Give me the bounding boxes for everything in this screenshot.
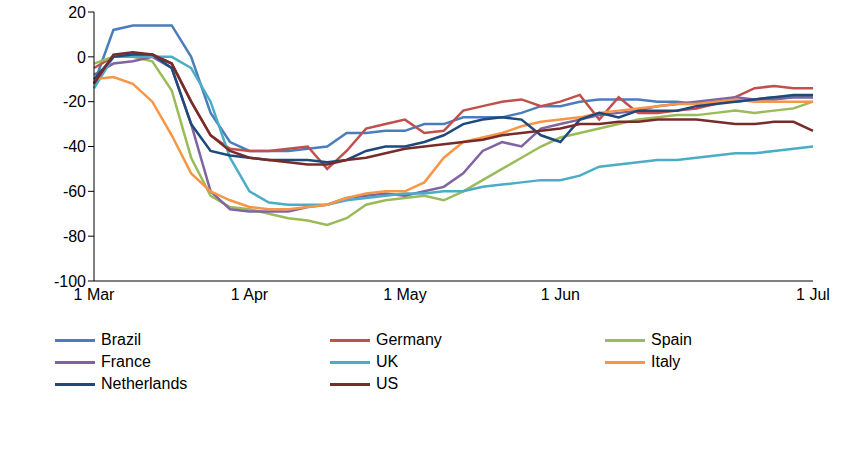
svg-text:1 May: 1 May: [383, 286, 427, 303]
svg-text:1 Mar: 1 Mar: [73, 286, 115, 304]
html-text:Germany: Germany: [376, 331, 442, 348]
html-text:US: US: [376, 375, 399, 392]
svg-text:20: 20: [68, 4, 86, 21]
svg-text:1 Jun: 1 Jun: [541, 286, 580, 303]
html-text:Brazil: Brazil: [101, 331, 141, 348]
svg-text:1 Jul: 1 Jul: [796, 286, 830, 303]
svg-text:-60: -60: [63, 183, 86, 200]
html-text:UK: UK: [376, 353, 399, 370]
svg-text:1 Apr: 1 Apr: [231, 286, 269, 303]
svg-text:-20: -20: [63, 93, 86, 110]
html-text:Italy: Italy: [651, 353, 681, 370]
svg-text:-100: -100: [54, 273, 86, 290]
html-text:France: France: [101, 353, 151, 370]
html-text:Netherlands: Netherlands: [101, 375, 188, 392]
svg-text:-80: -80: [63, 228, 86, 245]
svg-text:-40: -40: [63, 138, 86, 155]
html-text:Spain: Spain: [651, 331, 692, 348]
svg-text:0: 0: [77, 49, 86, 66]
